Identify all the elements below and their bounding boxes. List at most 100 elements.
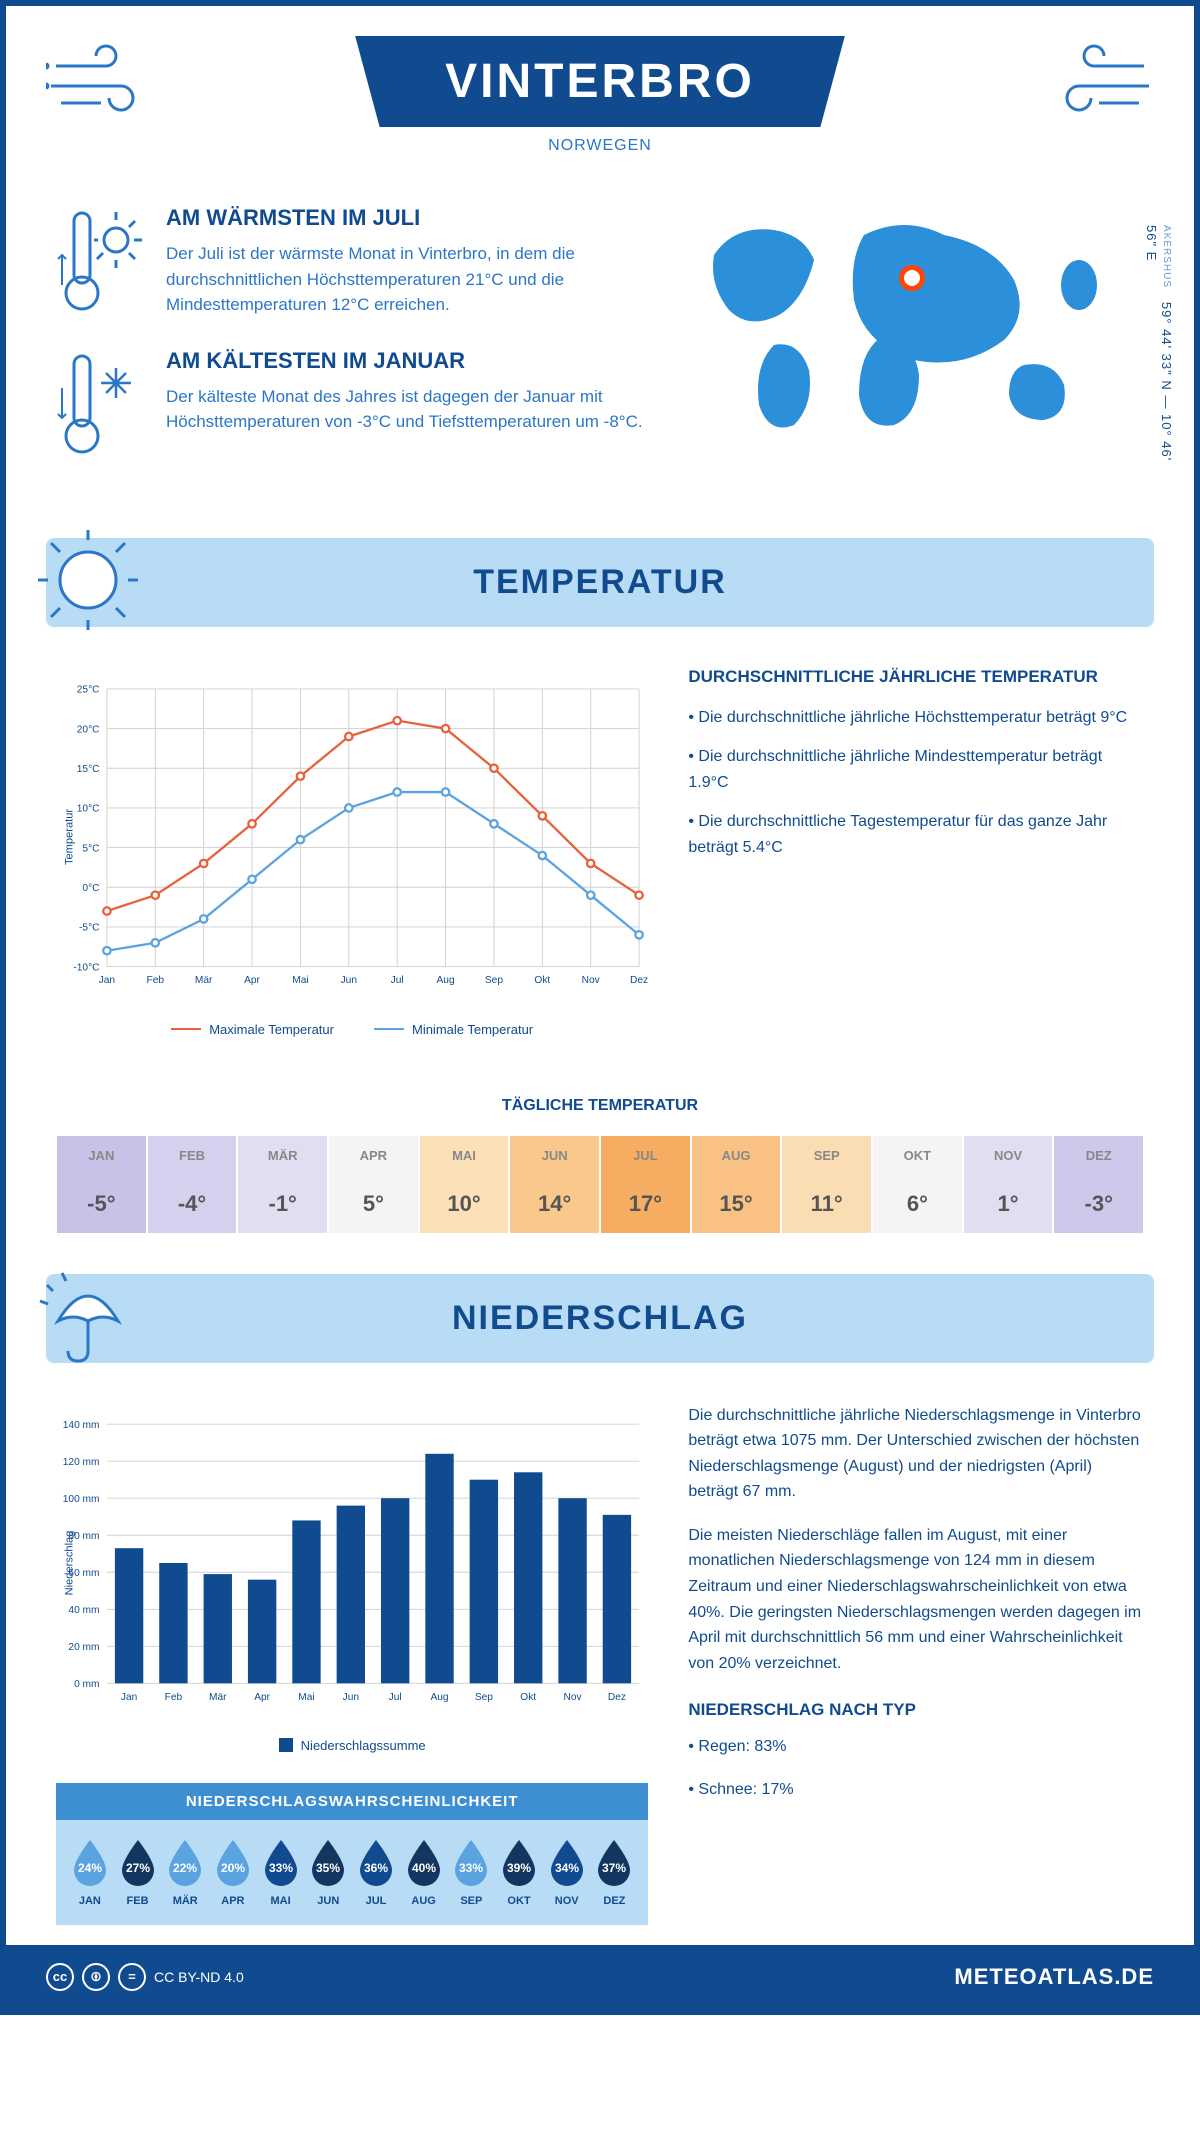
temp-cell: MAI10°	[419, 1135, 510, 1234]
svg-text:Mai: Mai	[292, 975, 308, 986]
svg-text:27%: 27%	[126, 1861, 150, 1875]
svg-text:Aug: Aug	[430, 1691, 448, 1702]
svg-text:120 mm: 120 mm	[63, 1456, 100, 1467]
svg-text:Apr: Apr	[254, 1691, 270, 1702]
chart-legend: Niederschlagssumme	[56, 1738, 648, 1753]
svg-text:Jun: Jun	[343, 1691, 359, 1702]
svg-text:Feb: Feb	[147, 975, 165, 986]
fact-text: Der kälteste Monat des Jahres ist dagege…	[166, 384, 644, 435]
thermometer-hot-icon	[56, 205, 146, 315]
svg-text:0 mm: 0 mm	[74, 1679, 99, 1690]
nd-icon: =	[118, 1963, 146, 1991]
temp-cell: JAN-5°	[56, 1135, 147, 1234]
chart-legend: Maximale Temperatur Minimale Temperatur	[56, 1022, 648, 1037]
daily-temp-title: TÄGLICHE TEMPERATUR	[6, 1097, 1194, 1115]
world-map-icon	[684, 205, 1124, 445]
probability-drop: 33%MAI	[261, 1838, 301, 1907]
svg-text:Mär: Mär	[209, 1691, 227, 1702]
city-name: VINTERBRO	[445, 54, 755, 109]
svg-text:-10°C: -10°C	[73, 962, 99, 973]
probability-drop: 27%FEB	[118, 1838, 158, 1907]
probability-drop: 34%NOV	[547, 1838, 587, 1907]
svg-text:25°C: 25°C	[77, 684, 100, 695]
probability-drop: 33%SEP	[451, 1838, 491, 1907]
probability-drop: 20%APR	[213, 1838, 253, 1907]
precipitation-body: 0 mm20 mm40 mm60 mm80 mm100 mm120 mm140 …	[6, 1363, 1194, 1945]
fact-title: AM KÄLTESTEN IM JANUAR	[166, 348, 644, 374]
probability-drop: 22%MÄR	[165, 1838, 205, 1907]
svg-text:140 mm: 140 mm	[63, 1419, 100, 1430]
fact-title: AM WÄRMSTEN IM JULI	[166, 205, 644, 231]
temp-cell: JUN14°	[509, 1135, 600, 1234]
country-name: NORWEGEN	[6, 137, 1194, 155]
svg-text:33%: 33%	[459, 1861, 483, 1875]
daily-temp-table: JAN-5°FEB-4°MÄR-1°APR5°MAI10°JUN14°JUL17…	[56, 1135, 1144, 1234]
svg-text:Jun: Jun	[341, 975, 357, 986]
svg-text:-5°C: -5°C	[79, 922, 99, 933]
title-banner: VINTERBRO	[355, 36, 845, 127]
svg-text:Apr: Apr	[244, 975, 260, 986]
probability-drop: 24%JAN	[70, 1838, 110, 1907]
intro-section: AM WÄRMSTEN IM JULI Der Juli ist der wär…	[6, 175, 1194, 518]
precipitation-bar-chart: 0 mm20 mm40 mm60 mm80 mm100 mm120 mm140 …	[56, 1403, 648, 1723]
probability-drop: 36%JUL	[356, 1838, 396, 1907]
precipitation-summary: Die durchschnittliche jährliche Niedersc…	[688, 1403, 1144, 1925]
svg-text:Aug: Aug	[437, 975, 455, 986]
precipitation-header: NIEDERSCHLAG	[46, 1274, 1154, 1363]
temperature-summary: DURCHSCHNITTLICHE JÄHRLICHE TEMPERATUR •…	[688, 667, 1144, 1037]
svg-text:Nov: Nov	[564, 1691, 583, 1702]
svg-text:Dez: Dez	[608, 1691, 626, 1702]
header: VINTERBRO NORWEGEN	[6, 6, 1194, 175]
temp-cell: SEP11°	[781, 1135, 872, 1234]
temperature-header: TEMPERATUR	[46, 538, 1154, 627]
temp-cell: DEZ-3°	[1053, 1135, 1144, 1234]
warmest-fact: AM WÄRMSTEN IM JULI Der Juli ist der wär…	[56, 205, 644, 318]
svg-text:100 mm: 100 mm	[63, 1493, 100, 1504]
coordinates: AKERSHUS 59° 44' 33" N — 10° 46' 56" E	[1144, 225, 1174, 488]
svg-text:34%: 34%	[555, 1861, 579, 1875]
svg-text:Mär: Mär	[195, 975, 213, 986]
temp-cell: AUG15°	[691, 1135, 782, 1234]
wind-icon	[46, 41, 156, 121]
temp-cell: OKT6°	[872, 1135, 963, 1234]
svg-text:40 mm: 40 mm	[68, 1604, 99, 1615]
svg-text:Niederschlag: Niederschlag	[64, 1530, 76, 1595]
probability-drop: 40%AUG	[404, 1838, 444, 1907]
svg-text:Temperatur: Temperatur	[64, 808, 76, 864]
svg-text:22%: 22%	[173, 1861, 197, 1875]
svg-text:20 mm: 20 mm	[68, 1642, 99, 1653]
map-container: AKERSHUS 59° 44' 33" N — 10° 46' 56" E	[684, 205, 1144, 488]
svg-text:Jan: Jan	[121, 1691, 137, 1702]
svg-text:40%: 40%	[412, 1861, 436, 1875]
svg-text:0°C: 0°C	[82, 882, 99, 893]
sun-icon	[38, 530, 138, 630]
probability-drop: 39%OKT	[499, 1838, 539, 1907]
svg-text:36%: 36%	[364, 1861, 388, 1875]
svg-text:33%: 33%	[269, 1861, 293, 1875]
temp-cell: JUL17°	[600, 1135, 691, 1234]
temp-cell: NOV1°	[963, 1135, 1054, 1234]
svg-text:24%: 24%	[78, 1861, 102, 1875]
footer: cc 🅯 = CC BY-ND 4.0 METEOATLAS.DE	[6, 1945, 1194, 2009]
probability-drop: 37%DEZ	[594, 1838, 634, 1907]
svg-text:39%: 39%	[507, 1861, 531, 1875]
location-marker-icon	[899, 265, 925, 291]
svg-text:Dez: Dez	[630, 975, 648, 986]
probability-panel: NIEDERSCHLAGSWAHRSCHEINLICHKEIT 24%JAN27…	[56, 1783, 648, 1925]
fact-text: Der Juli ist der wärmste Monat in Vinter…	[166, 241, 644, 318]
probability-drop: 35%JUN	[308, 1838, 348, 1907]
wind-icon	[1044, 41, 1154, 121]
cc-icon: cc	[46, 1963, 74, 1991]
svg-text:35%: 35%	[316, 1861, 340, 1875]
svg-text:Jul: Jul	[389, 1691, 402, 1702]
svg-text:5°C: 5°C	[82, 843, 99, 854]
svg-text:37%: 37%	[602, 1861, 626, 1875]
svg-text:10°C: 10°C	[77, 803, 100, 814]
temperature-line-chart: -10°C-5°C0°C5°C10°C15°C20°C25°CJanFebMär…	[56, 667, 648, 1007]
temp-cell: MÄR-1°	[237, 1135, 328, 1234]
temperature-body: -10°C-5°C0°C5°C10°C15°C20°C25°CJanFebMär…	[6, 627, 1194, 1077]
svg-text:Feb: Feb	[165, 1691, 183, 1702]
svg-text:Okt: Okt	[520, 1691, 536, 1702]
svg-text:Sep: Sep	[475, 1691, 493, 1702]
infographic-page: VINTERBRO NORWEGEN AM WÄRMSTEN IM JULI D…	[0, 0, 1200, 2015]
